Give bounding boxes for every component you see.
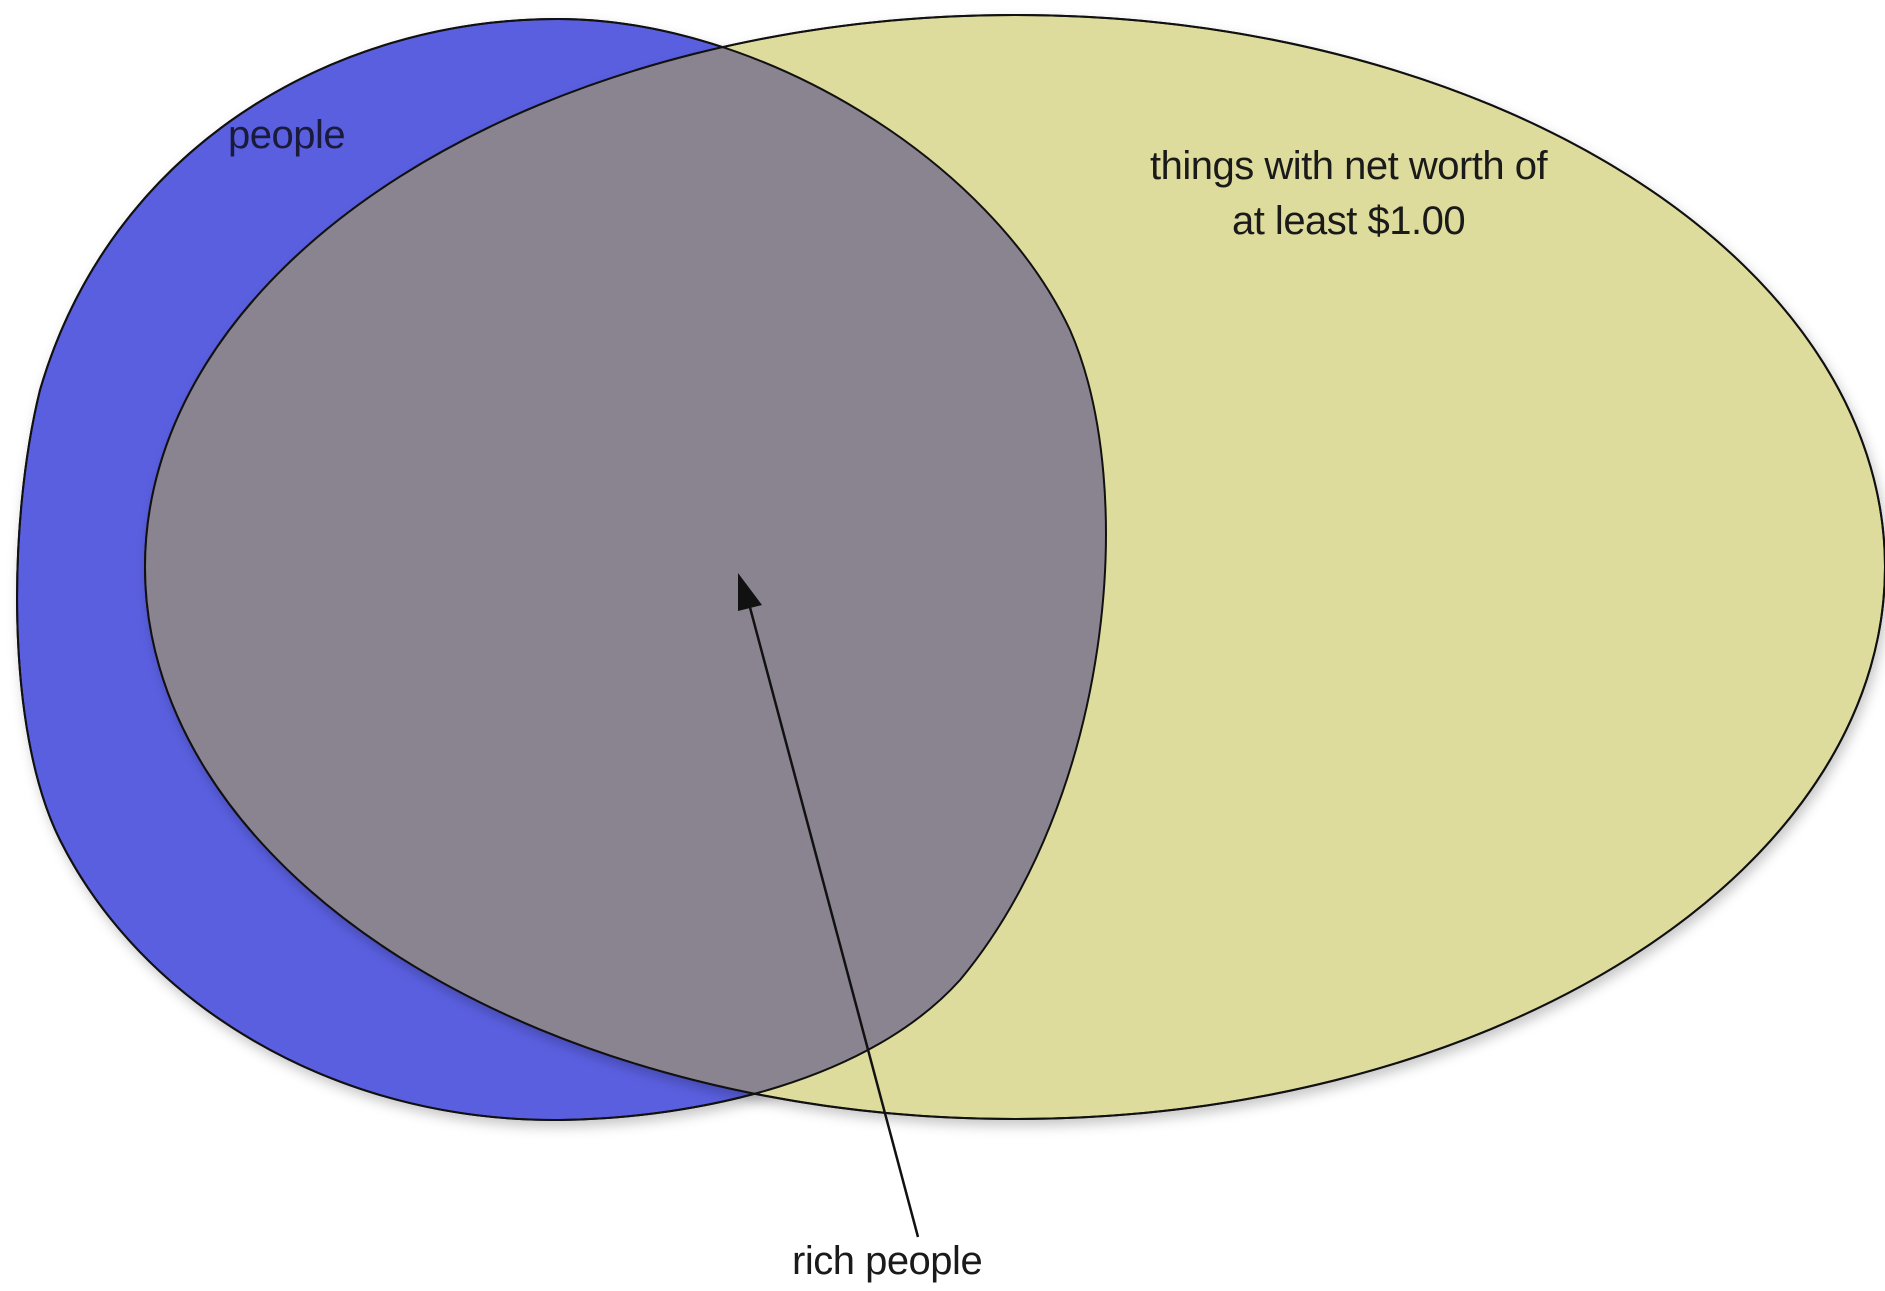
intersection-label: rich people: [792, 1239, 983, 1283]
intersection-region: [145, 19, 1106, 1119]
people-label: people: [228, 113, 346, 157]
pointer-arrow-line: [746, 599, 920, 1238]
net-worth-set-outline: [144, 14, 1885, 1120]
net-worth-label-line-1: things with net worth of: [1150, 144, 1548, 188]
net-worth-label-line-2: at least $1.00: [1231, 199, 1466, 243]
pointer-arrow-head: [738, 573, 762, 611]
net-worth-label: things with net worth of at least $1.00: [1150, 139, 1548, 249]
people-set-outline: [16, 17, 1107, 1122]
